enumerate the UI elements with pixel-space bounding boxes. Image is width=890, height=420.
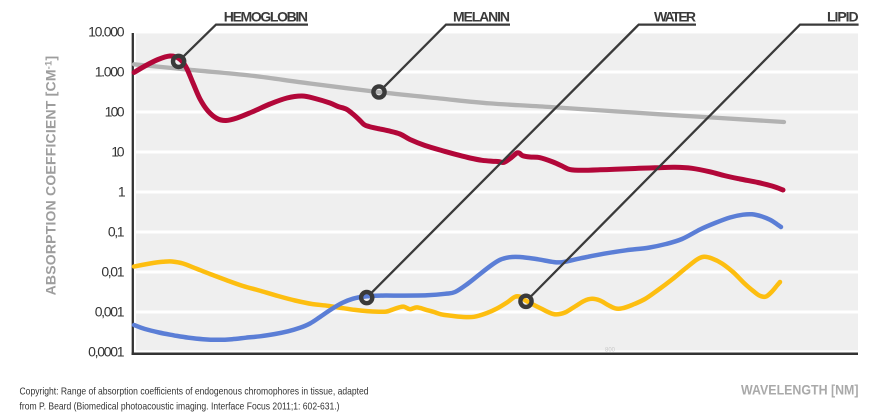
svg-text:from P. Beard (Biomedical phot: from P. Beard (Biomedical photoacoustic …	[20, 401, 340, 413]
svg-text:1.000: 1.000	[95, 64, 125, 80]
svg-text:HEMOGLOBIN: HEMOGLOBIN	[224, 8, 308, 24]
svg-text:ABSORPTION COEFFICIENT [CM-1]: ABSORPTION COEFFICIENT [CM-1]	[43, 56, 59, 296]
svg-text:0,0001: 0,0001	[88, 344, 125, 360]
svg-text:0,001: 0,001	[95, 304, 125, 320]
svg-text:100: 100	[105, 104, 125, 120]
svg-text:WAVELENGTH [NM]: WAVELENGTH [NM]	[741, 382, 859, 398]
svg-text:0,01: 0,01	[101, 264, 124, 280]
svg-text:10: 10	[111, 144, 125, 160]
svg-text:MELANIN: MELANIN	[453, 8, 510, 24]
svg-text:10.000: 10.000	[88, 24, 125, 40]
svg-text:1: 1	[118, 184, 126, 200]
svg-text:800: 800	[605, 348, 616, 354]
svg-text:0,1: 0,1	[108, 224, 125, 240]
svg-text:LIPID: LIPID	[827, 8, 859, 24]
svg-text:Copyright: Range of absorption: Copyright: Range of absorption coefficie…	[20, 386, 369, 398]
svg-text:WATER: WATER	[654, 8, 696, 24]
